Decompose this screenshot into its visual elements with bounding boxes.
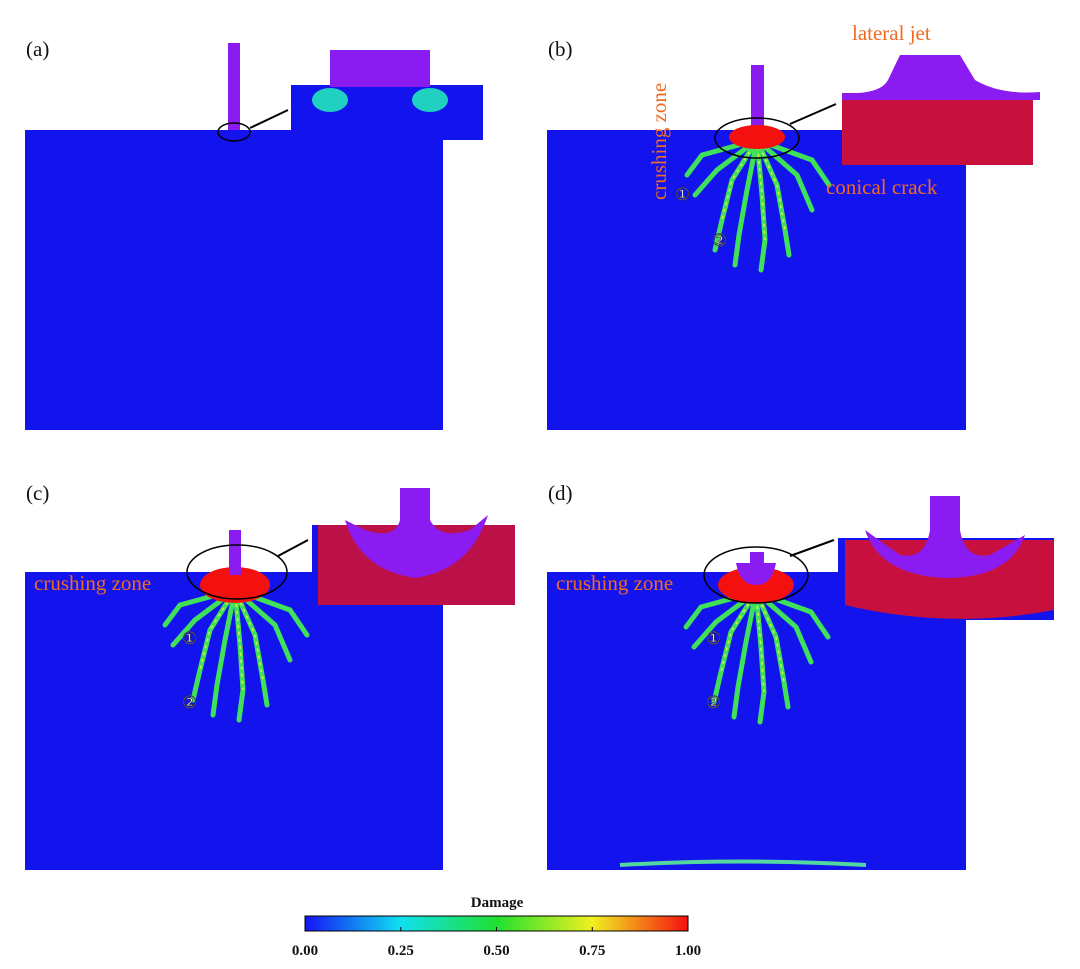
colorbar-tick-label: 0.50 <box>483 943 509 959</box>
arrow <box>277 539 309 557</box>
indenter <box>736 552 776 585</box>
zoom-ellipse <box>714 117 800 159</box>
annotation: ① <box>706 629 721 649</box>
indenter <box>751 65 764 130</box>
specimen <box>547 130 966 430</box>
annotation: ① <box>675 185 690 205</box>
panel-label: (a) <box>26 37 49 61</box>
annotation: ② <box>706 693 721 713</box>
panel-label: (c) <box>26 481 49 505</box>
colorbar-tick-label: 0.25 <box>388 943 414 959</box>
annotation: ① <box>182 629 197 649</box>
colorbar-tick-label: 0.75 <box>579 943 605 959</box>
zoom-ellipse <box>703 546 809 604</box>
crushed-zone <box>200 567 270 603</box>
colorbar-tick-label: 1.00 <box>675 943 701 959</box>
annotation: conical crack <box>826 175 938 199</box>
inset-indenter <box>330 50 430 87</box>
inset-indenter <box>345 488 488 578</box>
colorbar-title: Damage <box>471 895 524 911</box>
colorbar-tick-label: 0.00 <box>292 943 318 959</box>
arrow <box>789 539 835 557</box>
annotation: ② <box>182 693 197 713</box>
inset-damage <box>842 93 1033 165</box>
arrow <box>249 109 289 129</box>
inset-indenter <box>865 496 1025 578</box>
annotation: crushing zone <box>34 571 151 595</box>
damage-spot <box>412 88 448 112</box>
inset-indenter <box>842 55 1040 100</box>
colorbar-ticks: 0.00 0.25 0.50 0.75 1.00 <box>292 927 701 959</box>
annotation: lateral jet <box>852 21 931 45</box>
bottom-crack <box>619 859 867 867</box>
specimen <box>25 130 443 430</box>
panel-label: (d) <box>548 481 573 505</box>
panel-label: (b) <box>548 37 573 61</box>
zoom-ellipse <box>217 122 251 142</box>
arrow <box>789 103 837 125</box>
annotation: ② <box>712 231 727 251</box>
crushed-zone <box>729 125 785 149</box>
zoom-ellipse <box>186 544 288 600</box>
specimen <box>25 572 443 870</box>
annotation: crushing zone <box>556 571 673 595</box>
indenter <box>228 43 240 130</box>
indenter <box>229 530 241 575</box>
annotation: crushing zone <box>647 83 671 200</box>
damage-spot <box>312 88 348 112</box>
